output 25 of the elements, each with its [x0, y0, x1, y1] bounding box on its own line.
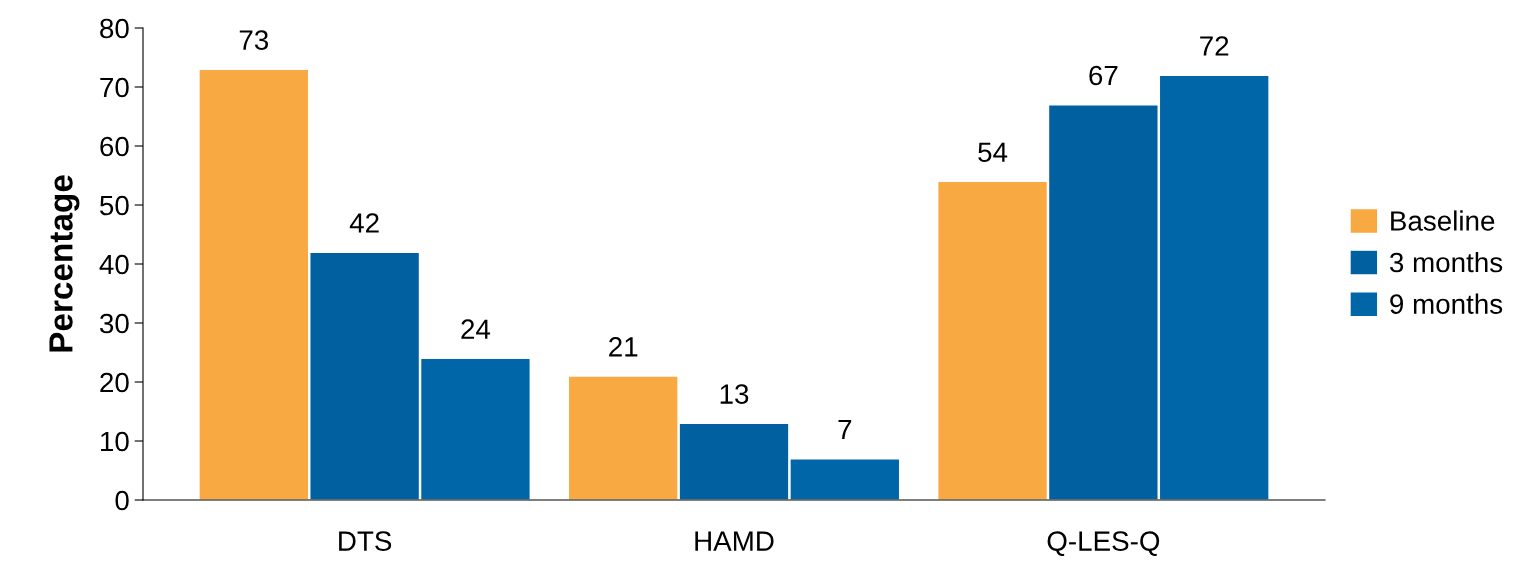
- y-tick-label: 40: [99, 254, 129, 275]
- y-tick-label: 20: [100, 372, 129, 393]
- legend-label: Baseline: [1391, 210, 1495, 231]
- y-tick-label: 10: [101, 431, 129, 452]
- y-tick-label: 0: [115, 490, 129, 511]
- data-label: 42: [349, 213, 379, 233]
- x-tick-label: Q-LES-Q: [1047, 531, 1160, 556]
- legend-label: 3 months: [1389, 251, 1503, 273]
- data-label: 54: [978, 142, 1008, 163]
- y-tick-label: 80: [100, 18, 129, 39]
- data-label: 73: [239, 30, 269, 50]
- data-label: 24: [461, 319, 491, 339]
- data-label: 7: [838, 419, 852, 440]
- y-tick-label: 70: [100, 77, 129, 98]
- data-label: 21: [609, 337, 638, 357]
- data-label: 13: [720, 384, 749, 404]
- x-tick-label: DTS: [339, 531, 392, 551]
- y-tick-label: 60: [100, 136, 129, 157]
- y-axis-title: Percentage: [49, 175, 80, 352]
- y-tick-label: 50: [100, 195, 129, 216]
- legend-label: 9 months: [1390, 293, 1503, 314]
- data-label: 67: [1089, 65, 1118, 86]
- x-tick-label: HAMD: [695, 531, 774, 551]
- y-tick-label: 30: [99, 313, 129, 334]
- data-label: 72: [1200, 36, 1229, 56]
